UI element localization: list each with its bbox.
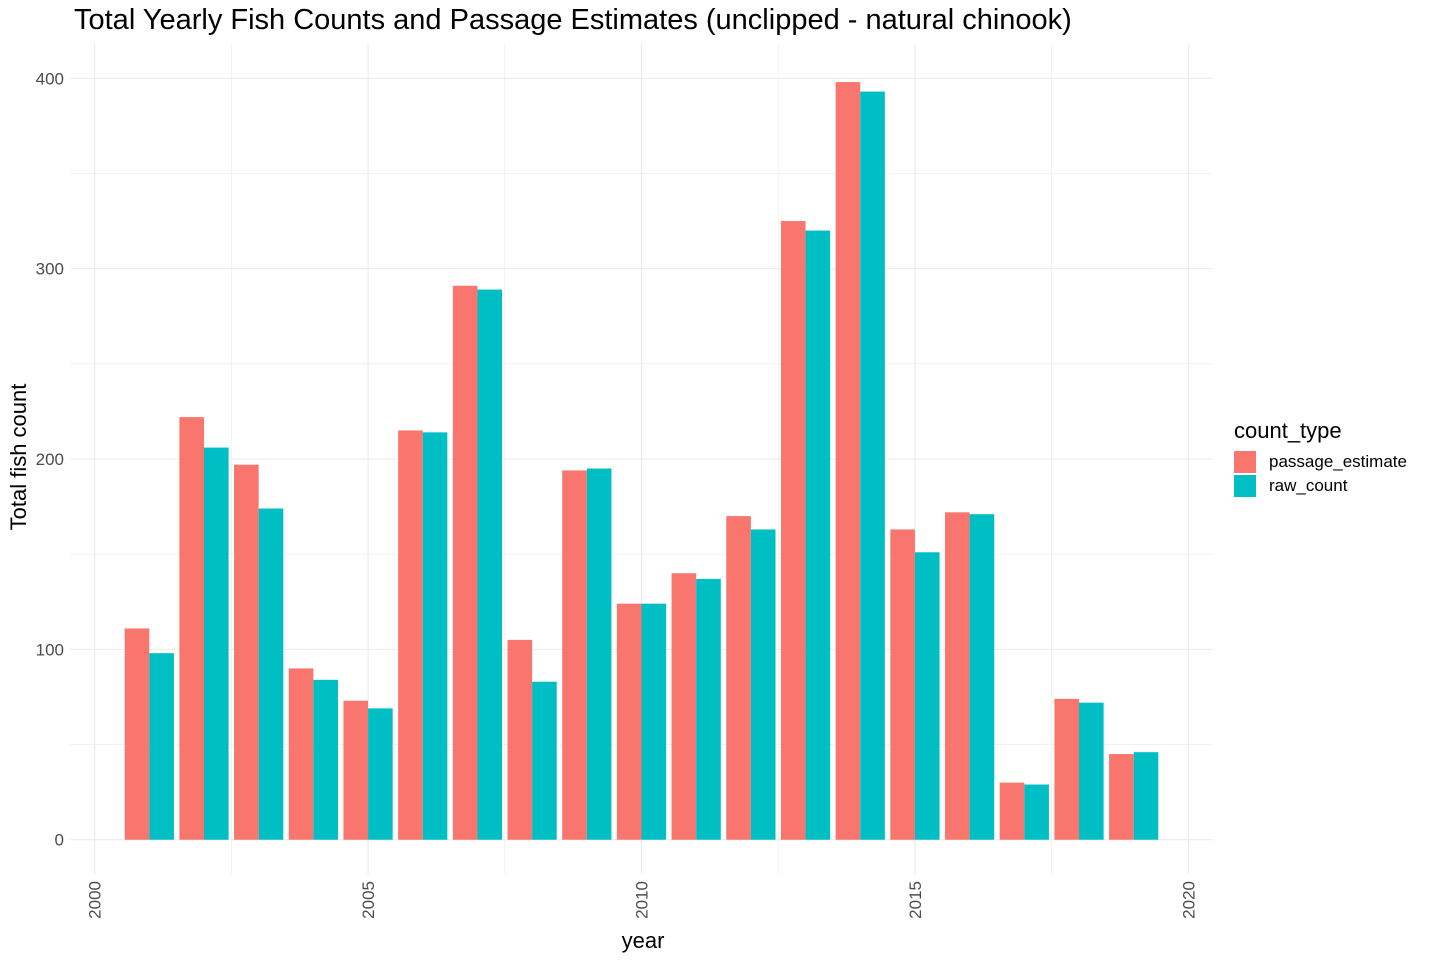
bar-raw-count-2014 bbox=[860, 91, 885, 840]
bar-raw-count-2013 bbox=[805, 230, 831, 840]
bar-raw-count-2019 bbox=[1133, 752, 1159, 840]
bar-raw-count-2016 bbox=[969, 514, 995, 840]
bar-passage-estimate-2001 bbox=[124, 628, 150, 840]
y-tick-label: 300 bbox=[36, 260, 64, 279]
bar-passage-estimate-2013 bbox=[780, 221, 806, 840]
tick-labels: 0 100 200 300 400 2000 2005 2010 2015 2020 bbox=[36, 69, 1199, 919]
x-tick-label: 2020 bbox=[1179, 881, 1198, 919]
bar-passage-estimate-2016 bbox=[945, 512, 970, 840]
legend-label-passage-estimate: passage_estimate bbox=[1269, 452, 1407, 471]
legend-item-passage-estimate: passage_estimate bbox=[1234, 450, 1407, 474]
bar-passage-estimate-2003 bbox=[234, 464, 259, 840]
bar-passage-estimate-2014 bbox=[835, 82, 861, 840]
legend-key-passage-estimate bbox=[1234, 451, 1256, 473]
bar-raw-count-2012 bbox=[750, 529, 776, 840]
y-axis-title: Total fish count bbox=[6, 384, 31, 531]
bar-passage-estimate-2004 bbox=[288, 668, 314, 840]
legend-label-raw-count: raw_count bbox=[1269, 476, 1348, 495]
bar-raw-count-2004 bbox=[313, 679, 338, 840]
bar-raw-count-2009 bbox=[586, 468, 612, 840]
bar-raw-count-2010 bbox=[641, 603, 667, 840]
bar-passage-estimate-2005 bbox=[343, 700, 369, 840]
legend-title: count_type bbox=[1234, 418, 1342, 443]
bar-raw-count-2007 bbox=[477, 289, 503, 840]
bar-raw-count-2003 bbox=[258, 508, 284, 840]
x-tick-label: 2015 bbox=[906, 881, 925, 919]
bar-raw-count-2001 bbox=[149, 653, 174, 840]
y-tick-label: 0 bbox=[55, 831, 64, 850]
bar-raw-count-2011 bbox=[696, 578, 721, 840]
y-tick-label: 400 bbox=[36, 69, 64, 88]
chart-title: Total Yearly Fish Counts and Passage Est… bbox=[74, 4, 1072, 36]
bar-passage-estimate-2019 bbox=[1109, 754, 1134, 840]
bar-raw-count-2018 bbox=[1079, 702, 1104, 840]
bar-raw-count-2015 bbox=[914, 552, 940, 840]
x-tick-label: 2000 bbox=[86, 881, 105, 919]
x-axis-title: year bbox=[622, 928, 665, 953]
bar-passage-estimate-2007 bbox=[452, 285, 478, 840]
bar-raw-count-2002 bbox=[203, 447, 229, 840]
bar-passage-estimate-2017 bbox=[999, 782, 1025, 840]
y-tick-label: 200 bbox=[36, 450, 64, 469]
bar-raw-count-2006 bbox=[422, 432, 448, 840]
x-tick-label: 2005 bbox=[359, 881, 378, 919]
bar-passage-estimate-2015 bbox=[890, 529, 915, 840]
bar-passage-estimate-2011 bbox=[671, 573, 697, 840]
bar-passage-estimate-2009 bbox=[562, 470, 587, 840]
x-tick-label: 2010 bbox=[633, 881, 652, 919]
bar-passage-estimate-2012 bbox=[726, 516, 751, 840]
bar-raw-count-2017 bbox=[1024, 784, 1049, 840]
legend-item-raw-count: raw_count bbox=[1234, 474, 1407, 498]
bar-passage-estimate-2010 bbox=[616, 603, 642, 840]
bar-passage-estimate-2002 bbox=[179, 417, 204, 840]
bar-passage-estimate-2008 bbox=[507, 639, 533, 840]
bar-raw-count-2008 bbox=[532, 681, 557, 840]
y-tick-label: 100 bbox=[36, 640, 64, 659]
bar-passage-estimate-2018 bbox=[1054, 698, 1080, 840]
legend: count_type passage_estimate raw_count bbox=[1234, 418, 1407, 498]
bars bbox=[124, 82, 1159, 840]
bar-passage-estimate-2006 bbox=[398, 430, 423, 840]
legend-key-raw-count bbox=[1234, 475, 1256, 497]
bar-raw-count-2005 bbox=[368, 708, 393, 840]
